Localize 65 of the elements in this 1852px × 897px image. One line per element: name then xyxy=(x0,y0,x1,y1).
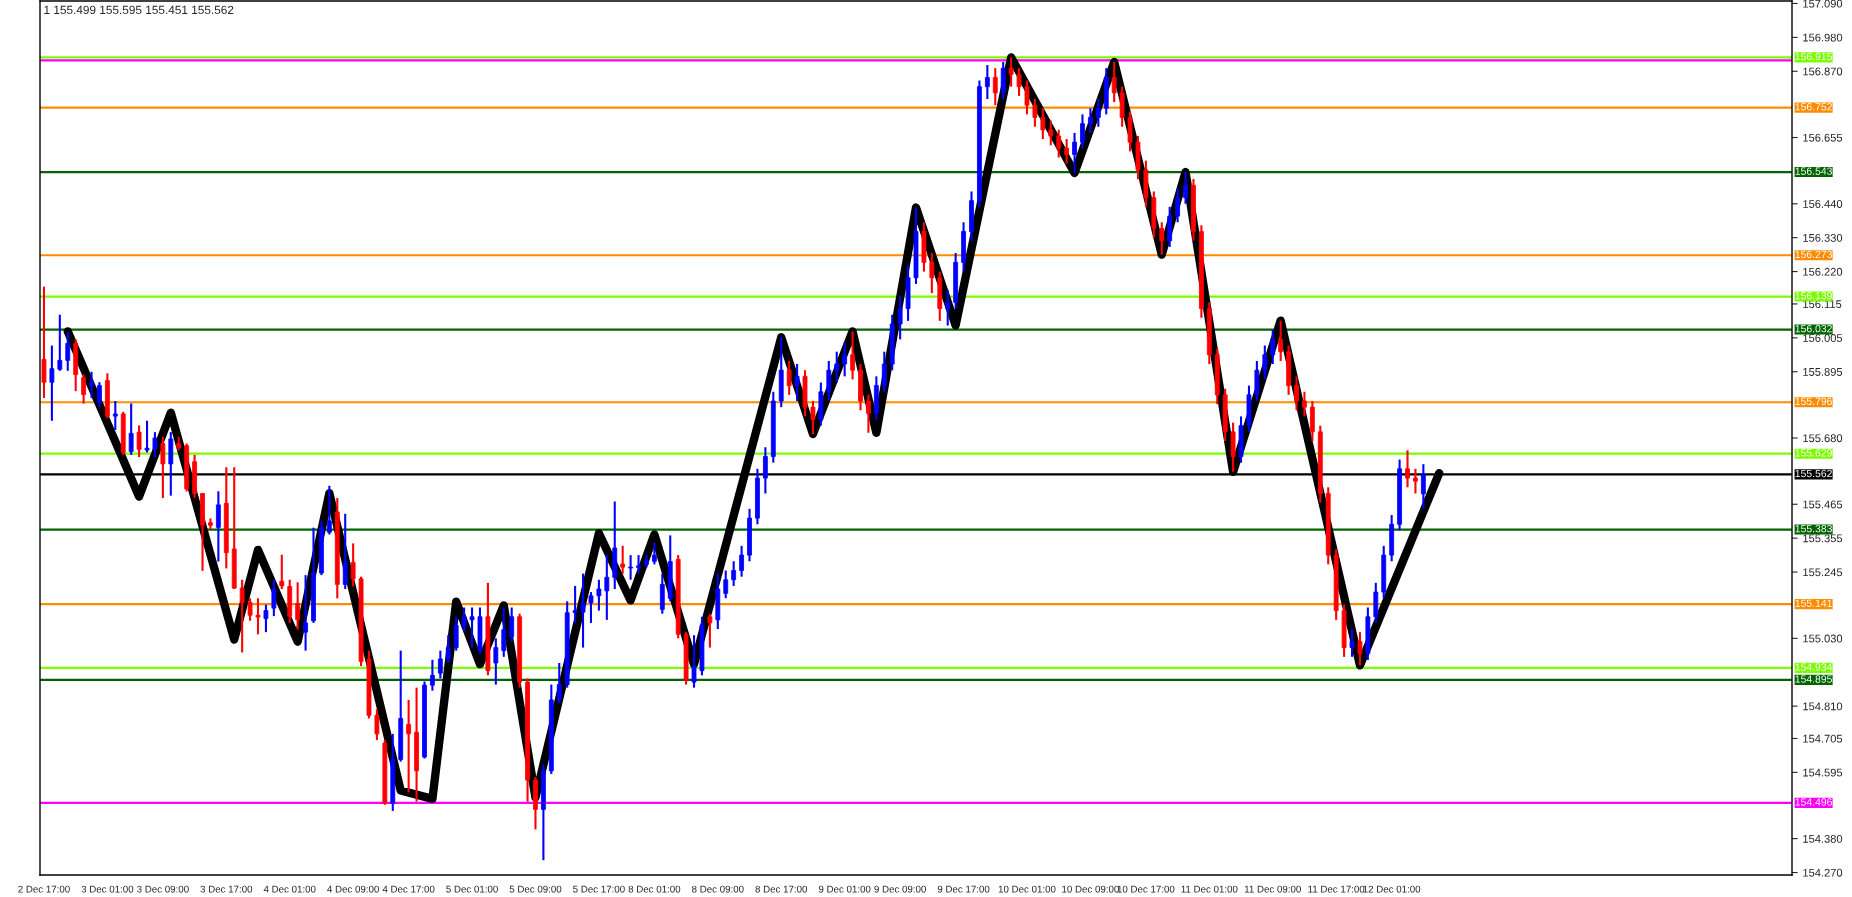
x-tick-label: 4 Dec 09:00 xyxy=(327,885,379,893)
y-tick-label: 156.980 xyxy=(1803,33,1843,42)
x-tick-label: 9 Dec 01:00 xyxy=(818,885,871,893)
y-tick-label: 157.090 xyxy=(1803,0,1843,8)
x-tick-label: 4 Dec 01:00 xyxy=(263,885,316,893)
ref-line-label: 155.796 xyxy=(1795,397,1832,406)
x-tick-label: 10 Dec 17:00 xyxy=(1117,885,1175,893)
x-tick-label: 9 Dec 17:00 xyxy=(937,885,990,893)
ref-line-label: 155.629 xyxy=(1795,449,1832,457)
candlestick xyxy=(628,554,634,581)
ref-line-label: 156.543 xyxy=(1795,167,1832,175)
annotation: 1 155.499 155.595 155.451 155.562 xyxy=(44,5,234,15)
candlestick xyxy=(707,612,713,649)
x-tick-label: 2 Dec 17:00 xyxy=(18,885,70,893)
x-tick-label: 3 Dec 09:00 xyxy=(137,885,189,893)
y-tick-label: 155.030 xyxy=(1803,634,1843,643)
y-tick-label: 154.595 xyxy=(1803,768,1843,777)
y-tick-label: 156.330 xyxy=(1803,233,1843,242)
x-tick-label: 3 Dec 17:00 xyxy=(200,885,253,893)
ref-line-label: 156.752 xyxy=(1795,103,1832,111)
candlestick xyxy=(144,419,150,454)
ref-line-label: 155.562 xyxy=(1795,469,1832,478)
candlestick xyxy=(255,597,261,636)
ref-line-label: 156.032 xyxy=(1795,324,1832,333)
x-tick-label: 11 Dec 01:00 xyxy=(1181,885,1238,893)
y-tick-label: 156.220 xyxy=(1803,267,1843,276)
candlestick xyxy=(588,591,594,624)
y-tick-label: 156.440 xyxy=(1803,200,1843,208)
candlestick xyxy=(691,634,697,689)
candlestick xyxy=(461,606,467,634)
y-tick-label: 154.810 xyxy=(1803,702,1843,711)
y-tick-label: 155.895 xyxy=(1803,368,1843,376)
ref-line-label: 156.915 xyxy=(1795,52,1832,61)
y-tick-label: 155.465 xyxy=(1803,500,1843,509)
x-tick-label: 11 Dec 09:00 xyxy=(1244,885,1301,893)
y-tick-label: 156.005 xyxy=(1803,334,1843,342)
x-tick-label: 5 Dec 01:00 xyxy=(446,885,498,893)
candlestick xyxy=(580,572,586,649)
y-tick-label: 154.270 xyxy=(1803,868,1843,877)
x-tick-label: 10 Dec 01:00 xyxy=(998,885,1056,893)
x-tick-label: 10 Dec 09:00 xyxy=(1062,885,1119,893)
ref-line-label: 155.383 xyxy=(1795,524,1832,533)
x-tick-label: 11 Dec 17:00 xyxy=(1308,885,1365,893)
y-tick-label: 155.680 xyxy=(1803,434,1843,443)
x-tick-label: 8 Dec 01:00 xyxy=(628,885,681,893)
x-tick-label: 5 Dec 17:00 xyxy=(573,885,625,893)
y-tick-label: 154.380 xyxy=(1803,834,1843,843)
ref-line-label: 154.496 xyxy=(1795,798,1832,806)
x-tick-label: 12 Dec 01:00 xyxy=(1363,885,1421,893)
candlestick xyxy=(152,431,158,459)
x-tick-label: 3 Dec 01:00 xyxy=(81,885,134,893)
x-tick-label: 8 Dec 09:00 xyxy=(692,885,744,893)
y-tick-label: 156.870 xyxy=(1803,67,1843,76)
y-tick-label: 156.655 xyxy=(1803,133,1843,142)
x-tick-label: 4 Dec 17:00 xyxy=(382,885,435,893)
x-tick-label: 9 Dec 09:00 xyxy=(874,885,926,893)
y-tick-label: 155.355 xyxy=(1803,534,1843,543)
ref-line-label: 154.934 xyxy=(1795,663,1833,671)
ref-line-label: 154.895 xyxy=(1795,675,1832,683)
x-tick-label: 5 Dec 09:00 xyxy=(509,885,562,893)
y-tick-label: 154.705 xyxy=(1803,734,1843,743)
ref-line-label: 155.141 xyxy=(1795,599,1832,607)
x-tick-label: 8 Dec 17:00 xyxy=(755,885,808,893)
ref-line-label: 156.273 xyxy=(1795,250,1832,259)
y-tick-label: 155.245 xyxy=(1803,568,1843,577)
